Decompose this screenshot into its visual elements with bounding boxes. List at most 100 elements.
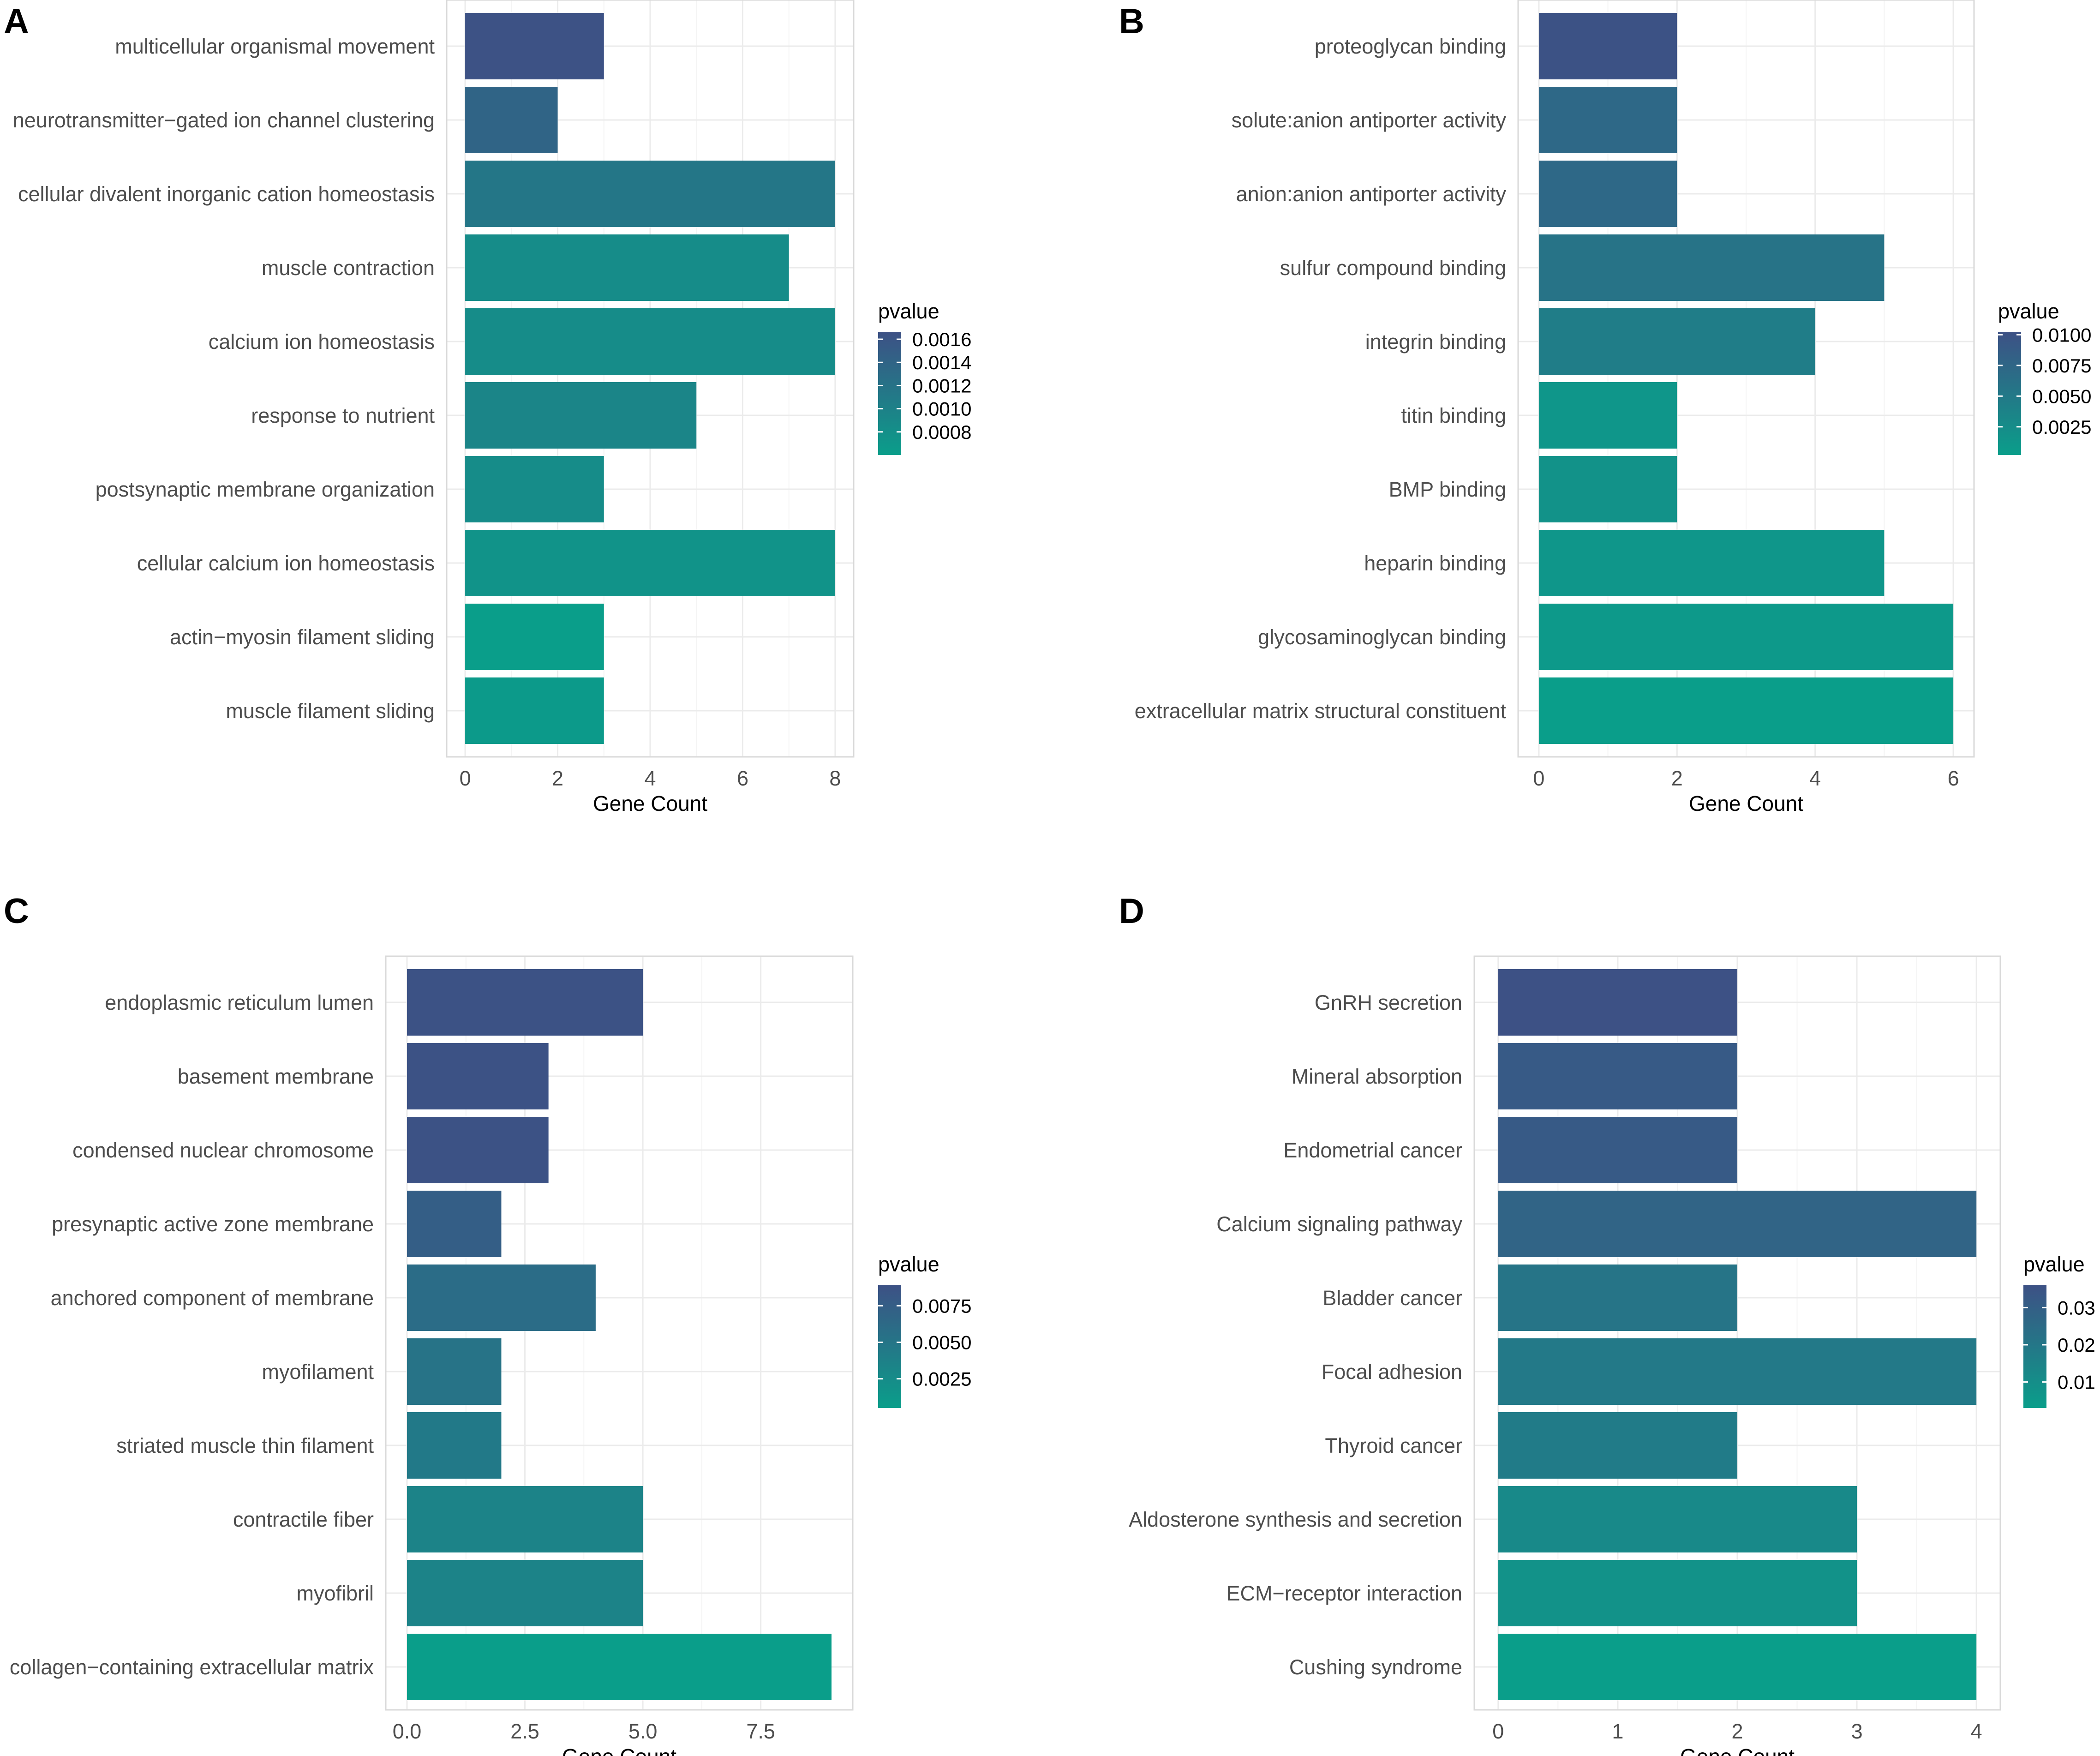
category-label: Calcium signaling pathway xyxy=(1216,1212,1462,1236)
legend-tick-label: 0.0008 xyxy=(912,421,971,443)
legend-title: pvalue xyxy=(878,1253,939,1276)
legend-colorbar xyxy=(1998,332,2021,455)
category-label: glycosaminoglycan binding xyxy=(1258,625,1506,649)
bar xyxy=(407,1191,502,1257)
bar xyxy=(1538,456,1677,522)
bar xyxy=(465,604,604,670)
legend-tick-label: 0.0050 xyxy=(2032,385,2091,407)
category-label: sulfur compound binding xyxy=(1280,256,1506,280)
bar xyxy=(407,1117,549,1183)
category-label: Aldosterone synthesis and secretion xyxy=(1129,1508,1462,1531)
bar xyxy=(1538,234,1885,301)
category-label: calcium ion homeostasis xyxy=(209,330,435,354)
bar xyxy=(465,530,835,596)
category-label: BMP binding xyxy=(1389,478,1506,501)
x-tick-label: 6 xyxy=(737,767,748,790)
legend-tick-label: 0.0012 xyxy=(912,375,971,396)
bar xyxy=(1498,1117,1737,1183)
category-label: proteoglycan binding xyxy=(1315,35,1506,58)
legend-tick-label: 0.02 xyxy=(2058,1334,2095,1356)
x-tick-label: 4 xyxy=(644,767,656,790)
bar xyxy=(465,87,558,153)
legend: pvalue 0.03 0.02 0.01 xyxy=(2023,1253,2095,1408)
bar xyxy=(1498,1338,1977,1405)
bar xyxy=(407,1338,502,1405)
bar xyxy=(1498,1486,1857,1552)
x-axis-title: Gene Count xyxy=(562,1744,676,1756)
category-label: postsynaptic membrane organization xyxy=(96,478,435,501)
panel-border xyxy=(1473,955,2001,1711)
bar xyxy=(407,1486,643,1552)
x-tick-label: 0 xyxy=(1492,1720,1504,1743)
legend-tick-label: 0.0025 xyxy=(2032,416,2091,438)
panel-letter: C xyxy=(4,892,29,931)
x-tick-label: 2 xyxy=(552,767,563,790)
legend-tick-label: 0.01 xyxy=(2058,1372,2095,1393)
category-label: contractile fiber xyxy=(233,1508,374,1531)
bar xyxy=(407,1560,643,1626)
bar xyxy=(465,234,789,301)
category-label: collagen−containing extracellular matrix xyxy=(10,1655,374,1679)
bar xyxy=(1498,1043,1737,1109)
x-tick-label: 2 xyxy=(1731,1720,1743,1743)
legend-tick-label: 0.0050 xyxy=(912,1332,971,1354)
category-label: multicellular organismal movement xyxy=(115,35,435,58)
category-label: condensed nuclear chromosome xyxy=(72,1139,374,1162)
bar xyxy=(407,1634,832,1700)
category-label: cellular divalent inorganic cation homeo… xyxy=(18,182,435,206)
bar xyxy=(407,1265,596,1331)
legend-tick-label: 0.0025 xyxy=(912,1368,971,1390)
category-label: myofibril xyxy=(296,1582,374,1605)
category-label: Endometrial cancer xyxy=(1283,1139,1462,1162)
category-label: anchored component of membrane xyxy=(51,1286,374,1310)
x-tick-label: 7.5 xyxy=(746,1720,775,1743)
panel-border xyxy=(1517,0,1975,758)
legend: pvalue 0.0075 0.0050 0.0025 xyxy=(878,1253,971,1408)
x-tick-label: 0.0 xyxy=(393,1720,422,1743)
x-axis-title: Gene Count xyxy=(593,791,707,815)
category-label: titin binding xyxy=(1401,404,1506,427)
legend-tick-label: 0.0075 xyxy=(912,1295,971,1317)
bar xyxy=(1498,969,1737,1036)
panel-border xyxy=(446,0,855,758)
legend-tick-label: 0.0014 xyxy=(912,352,971,373)
category-label: actin−myosin filament sliding xyxy=(170,625,435,649)
bar xyxy=(407,1412,502,1479)
category-label: endoplasmic reticulum lumen xyxy=(105,991,374,1014)
category-label: Bladder cancer xyxy=(1322,1286,1462,1310)
category-label: response to nutrient xyxy=(251,404,435,427)
category-label: solute:anion antiporter activity xyxy=(1232,108,1507,132)
category-label: ECM−receptor interaction xyxy=(1226,1582,1462,1605)
x-tick-label: 4 xyxy=(1809,767,1821,790)
category-label: Thyroid cancer xyxy=(1325,1434,1462,1457)
x-tick-label: 0 xyxy=(460,767,471,790)
legend-tick-label: 0.0075 xyxy=(2032,355,2091,377)
bar xyxy=(465,13,604,79)
bar xyxy=(465,308,835,375)
category-label: Mineral absorption xyxy=(1292,1065,1462,1088)
bar xyxy=(1538,161,1677,227)
legend-title: pvalue xyxy=(1998,300,2059,323)
bar xyxy=(1538,308,1815,375)
legend-tick-label: 0.0010 xyxy=(912,398,971,420)
bar xyxy=(465,456,604,522)
legend-colorbar xyxy=(878,1285,901,1408)
legend-colorbar xyxy=(2023,1285,2046,1408)
bar xyxy=(1498,1265,1737,1331)
legend-tick-label: 0.03 xyxy=(2058,1297,2095,1318)
panel-letter: A xyxy=(4,2,29,41)
bar xyxy=(1538,677,1954,744)
panel-letter: D xyxy=(1119,892,1144,931)
bar xyxy=(465,382,697,449)
bar xyxy=(1498,1191,1977,1257)
category-label: basement membrane xyxy=(178,1065,374,1088)
x-axis-title: Gene Count xyxy=(1680,1744,1795,1756)
x-tick-label: 3 xyxy=(1851,1720,1863,1743)
category-label: integrin binding xyxy=(1365,330,1506,354)
bar xyxy=(1498,1560,1857,1626)
legend-title: pvalue xyxy=(2023,1253,2085,1276)
